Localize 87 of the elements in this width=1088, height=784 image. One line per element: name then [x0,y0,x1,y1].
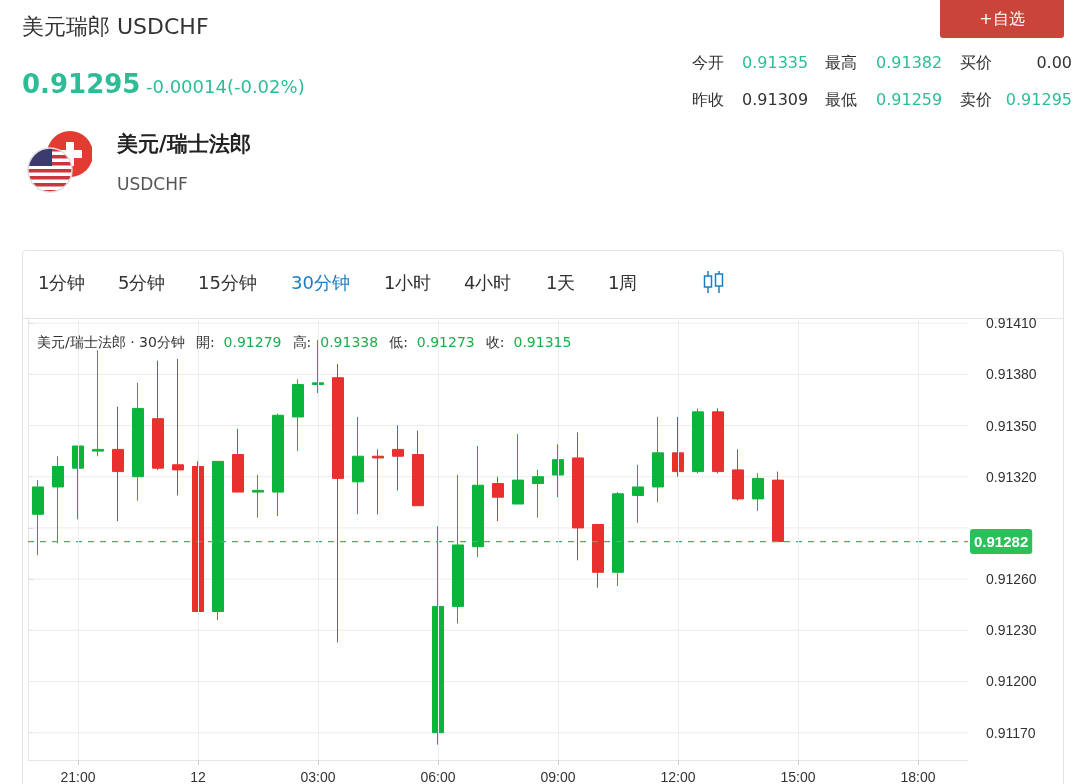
y-tick-label: 0.91380 [986,366,1037,383]
candlestick [412,430,424,507]
y-tick-label: 0.91320 [986,468,1037,485]
candlestick [112,406,124,522]
text: 0.91309 [742,90,809,109]
candlestick [452,474,464,624]
x-tick-label: 06:00 [420,769,456,784]
text: 0.91335 [742,53,809,72]
y-tick-label: 0.91350 [986,417,1037,434]
candlestick [92,349,104,457]
text: 昨收 [692,90,724,111]
candlestick [132,382,144,502]
text: USDCHF [117,174,188,194]
text: -0.00014(-0.02%) [146,76,305,97]
text: 1天 [546,271,576,295]
candlestick [512,433,524,505]
candlestick [692,407,704,474]
candlestick [772,471,784,543]
candlestick [572,431,584,561]
text: 1分钟 [38,271,86,295]
text: 买价 [960,53,992,74]
candlestick [292,378,304,452]
x-tick-label: 18:00 [900,769,936,784]
text: 0.91295 [1005,90,1072,109]
annotation: 低: [389,334,408,352]
text: 最高 [825,53,857,74]
text: 0.00 [1036,53,1072,72]
candlestick [52,455,64,544]
candlestick [372,448,384,515]
annotation: 收: [485,334,505,352]
text: 1周 [608,271,638,295]
text: 15分钟 [198,271,257,295]
annotation: 高: [292,334,312,352]
candlestick [172,358,184,496]
candlestick [492,476,504,522]
text: 0.91382 [876,53,943,72]
candlestick [472,445,484,558]
text: 最低 [825,90,857,111]
x-tick-label: 09:00 [540,769,576,784]
annotation: 0.91315 [513,334,572,352]
text: 1小时 [384,271,432,295]
annotation: 0.91273 [416,334,475,352]
ref-line-label: 0.91282 [974,533,1029,551]
annotation: 0.91279 [223,334,282,352]
annotation: 0.91338 [320,334,379,352]
text: 5分钟 [118,271,166,295]
y-tick-label: 0.91200 [986,673,1037,690]
candlestick [32,479,44,556]
candlestick [612,491,624,587]
candlestick [532,469,544,519]
annotation: 開: [195,334,215,352]
candlestick [552,443,564,498]
text: 0.91295 [22,69,141,99]
candlestick [72,445,84,520]
x-tick-label: 12 [190,769,206,784]
candlestick [712,407,724,474]
y-tick-label: 0.91260 [986,571,1037,588]
candlestick [332,363,344,643]
candlestick [252,474,264,519]
annotation: 美元/瑞士法郎 · 30分钟 [37,334,185,352]
candlestick [212,460,224,621]
candlestick [732,448,744,502]
text: 0.91259 [876,90,943,109]
text: 今开 [692,53,724,74]
candlestick [272,413,284,517]
candlestick [632,464,644,524]
y-tick-label: 0.91170 [986,724,1036,741]
text: 卖价 [960,90,992,111]
candlestick [232,428,244,493]
candlestick [592,523,604,589]
x-tick-label: 15:00 [780,769,816,784]
x-tick-label: 12:00 [660,769,696,784]
text: 30分钟 [291,271,350,295]
candlestick [392,425,404,491]
y-tick-label: 0.91230 [986,622,1037,639]
chart-title: 美元瑞郎 USDCHF [22,13,209,41]
candlestick [752,472,764,512]
candlestick [652,416,664,503]
text: 美元/瑞士法郎 [117,131,251,158]
candlestick [672,416,684,478]
x-tick-label: 03:00 [300,769,336,784]
y-tick-label: 0.91410 [986,315,1037,332]
add-button[interactable]: +自选 [940,0,1064,38]
text: 4小时 [464,271,512,295]
candlestick [152,360,164,471]
x-tick-label: 21:00 [60,769,96,784]
candlestick [352,416,364,515]
